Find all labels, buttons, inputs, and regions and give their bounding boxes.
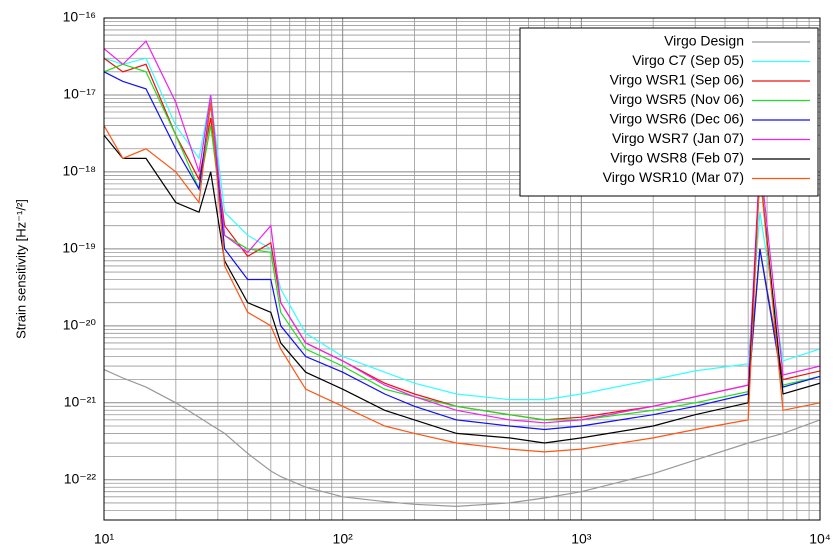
series-line xyxy=(104,63,820,421)
x-tick-label: 10³ xyxy=(571,531,592,547)
y-tick-label: 10⁻²⁰ xyxy=(63,317,97,333)
legend-label: Virgo WSR1 (Sep 06) xyxy=(610,72,744,88)
legend-label: Virgo WSR7 (Jan 07) xyxy=(612,130,744,146)
y-tick-label: 10⁻²¹ xyxy=(64,394,97,410)
legend-label: Virgo C7 (Sep 05) xyxy=(632,52,744,68)
series-line xyxy=(104,71,820,431)
legend-label: Virgo WSR8 (Feb 07) xyxy=(610,150,744,166)
legend-label: Virgo Design xyxy=(664,33,744,49)
y-tick-label: 10⁻¹⁶ xyxy=(63,9,96,25)
series-line xyxy=(104,102,820,453)
x-tick-label: 10² xyxy=(333,531,354,547)
plot-area xyxy=(104,40,820,508)
legend-label: Virgo WSR6 (Dec 06) xyxy=(610,111,744,127)
x-tick-label: 10⁴ xyxy=(809,531,831,547)
legend-box xyxy=(519,27,819,197)
plot-frame xyxy=(103,17,821,521)
legend-label: Virgo WSR10 (Mar 07) xyxy=(603,169,744,185)
y-tick-label: 10⁻¹⁷ xyxy=(63,86,96,102)
y-tick-label: 10⁻¹⁹ xyxy=(62,240,96,256)
series-line xyxy=(104,134,820,444)
y-tick-label: 10⁻¹⁸ xyxy=(62,163,96,179)
y-tick-label: 10⁻²² xyxy=(64,470,97,486)
series-line xyxy=(104,369,820,508)
series-line xyxy=(104,57,820,401)
legend-label: Virgo WSR5 (Nov 06) xyxy=(610,91,744,107)
y-axis-label: Strain sensitivity [Hz⁻¹/²] xyxy=(13,199,28,339)
series-line xyxy=(104,40,820,424)
x-tick-label: 10¹ xyxy=(94,531,115,547)
